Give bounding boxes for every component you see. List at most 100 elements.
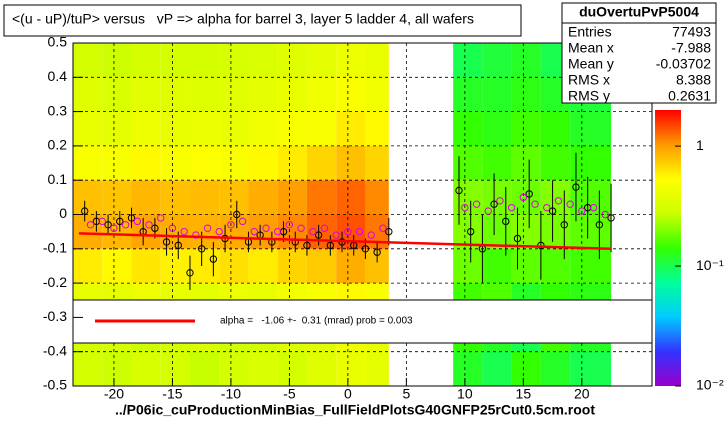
x-tick-label: -10 [221,386,241,402]
heatmap-cell [73,180,103,215]
heatmap-cell [306,351,337,386]
data-point [127,214,136,222]
heatmap-cell [336,43,366,78]
heatmap-cell [511,351,541,386]
heatmap-cell [131,77,161,112]
heatmap-cell [336,111,366,146]
data-point [92,217,101,226]
heatmap-cell [453,43,483,78]
data-point [332,231,340,239]
heatmap-cell [570,248,612,284]
data-point [326,241,335,250]
heatmap-cell [453,111,483,146]
heatmap-cell [277,111,307,146]
y-tick-label: -0.1 [43,240,67,256]
data-point [607,214,615,222]
heatmap-cell [160,111,190,146]
data-point [344,227,352,236]
data-point [490,200,498,208]
heatmap-cell [131,351,161,386]
heatmap-cell [482,43,512,78]
data-point [197,245,206,253]
chart-title: <(u - uP)/tuP> versus vP => alpha for ba… [12,11,474,27]
heatmap-cell [336,180,366,215]
heatmap-cell [73,145,103,181]
heatmap-cell [540,145,571,181]
data-point [601,210,609,219]
heatmap-cell [277,248,307,284]
heatmap-cell [160,248,190,284]
heatmap-cell [336,248,366,284]
heatmap-cell [306,180,337,215]
heatmap-cell [336,145,366,181]
data-point [151,224,159,232]
y-tick-label: -0.4 [43,342,67,358]
data-point [320,224,329,232]
stats-label: RMS y [568,88,610,104]
heatmap-cell [131,111,161,146]
x-tick-label: 20 [574,386,590,402]
heatmap-cell [248,43,278,78]
data-point [373,248,381,256]
data-point [385,227,393,236]
heatmap-cell [219,77,249,112]
heatmap-cell [248,351,278,386]
heatmap-cell [365,145,389,181]
x-tick-label: 5 [402,386,410,402]
heatmap-cell [336,77,366,112]
data-point [250,227,259,236]
stats-value: -0.03702 [656,56,711,72]
heatmap-cell [453,351,483,386]
heatmap-cell [306,248,337,284]
data-point [572,183,580,191]
data-point [595,221,604,229]
stats-value: 77493 [672,24,711,40]
heatmap-cell [365,248,389,284]
heatmap-cell [189,214,220,249]
heatmap-cell [219,180,249,215]
y-tick-label: -0.5 [43,377,67,393]
x-tick-label: 0 [344,386,352,402]
heatmap-cell [570,145,612,181]
heatmap-cell [102,111,132,146]
heatmap-cell [248,145,278,181]
heatmap-cell [306,214,337,249]
stats-label: Mean x [568,40,614,56]
data-point [285,221,294,229]
heatmap-cell [189,180,220,215]
stats-label: Entries [568,24,612,40]
heatmap-cell [219,214,249,249]
data-point [104,221,112,229]
data-point [238,217,247,226]
data-point [554,197,563,205]
data-point [116,217,124,226]
stats-value: 0.2631 [668,88,711,104]
heatmap-cell [73,351,103,386]
data-point [507,203,516,212]
data-point [121,221,130,229]
heatmap-cell [248,248,278,284]
heatmap-cell [540,214,571,249]
data-point [461,203,469,212]
y-tick-label: -0.3 [43,308,67,324]
heatmap-cell [365,180,389,215]
heatmap-cell [189,111,220,146]
data-point [203,224,212,232]
data-point [472,200,481,208]
heatmap-cell [160,77,190,112]
data-point [180,227,188,236]
data-point [303,241,311,250]
heatmap-cell [73,43,103,78]
data-point [192,231,200,239]
heatmap-cell [277,180,307,215]
heatmap-cell [511,145,541,181]
heatmap-cell [511,214,541,249]
heatmap-cell [102,351,132,386]
data-point [279,227,288,236]
heatmap-cell [73,77,103,112]
data-point [314,231,323,239]
heatmap-cell [365,77,389,112]
heatmap-cell [131,248,161,284]
data-point [537,241,545,250]
